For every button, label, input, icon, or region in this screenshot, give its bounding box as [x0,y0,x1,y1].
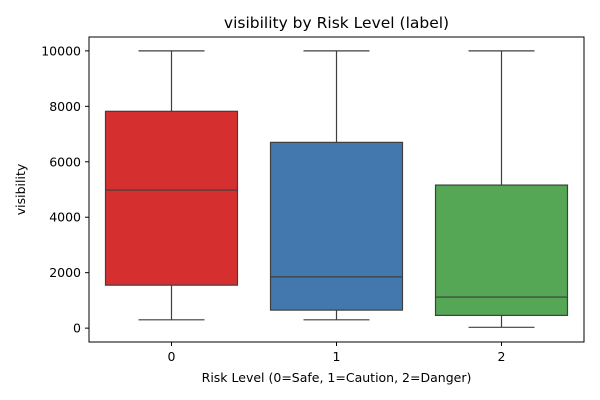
x-tick-label: 0 [168,349,176,364]
y-tick-label: 4000 [49,210,81,225]
box-iqr-2 [434,184,569,316]
chart-title: visibility by Risk Level (label) [224,14,449,32]
y-axis-label: visibility [13,163,28,215]
x-axis-label: Risk Level (0=Safe, 1=Caution, 2=Danger) [202,370,472,385]
x-axis: 0 1 2 [168,342,506,364]
y-tick-label: 10000 [41,43,81,58]
box-iqr-1 [269,141,404,311]
box-iqr-0 [104,110,239,286]
y-tick-label: 2000 [49,265,81,280]
y-tick-label: 0 [73,321,81,336]
y-tick-label: 8000 [49,99,81,114]
box-group-1 [269,50,404,321]
box-group-2 [434,50,569,328]
y-axis: 0 2000 4000 6000 8000 10000 [41,43,89,336]
y-tick-label: 6000 [49,154,81,169]
boxes-layer [104,50,569,328]
box-group-0 [104,50,239,321]
x-tick-label: 1 [333,349,341,364]
x-tick-label: 2 [498,349,506,364]
